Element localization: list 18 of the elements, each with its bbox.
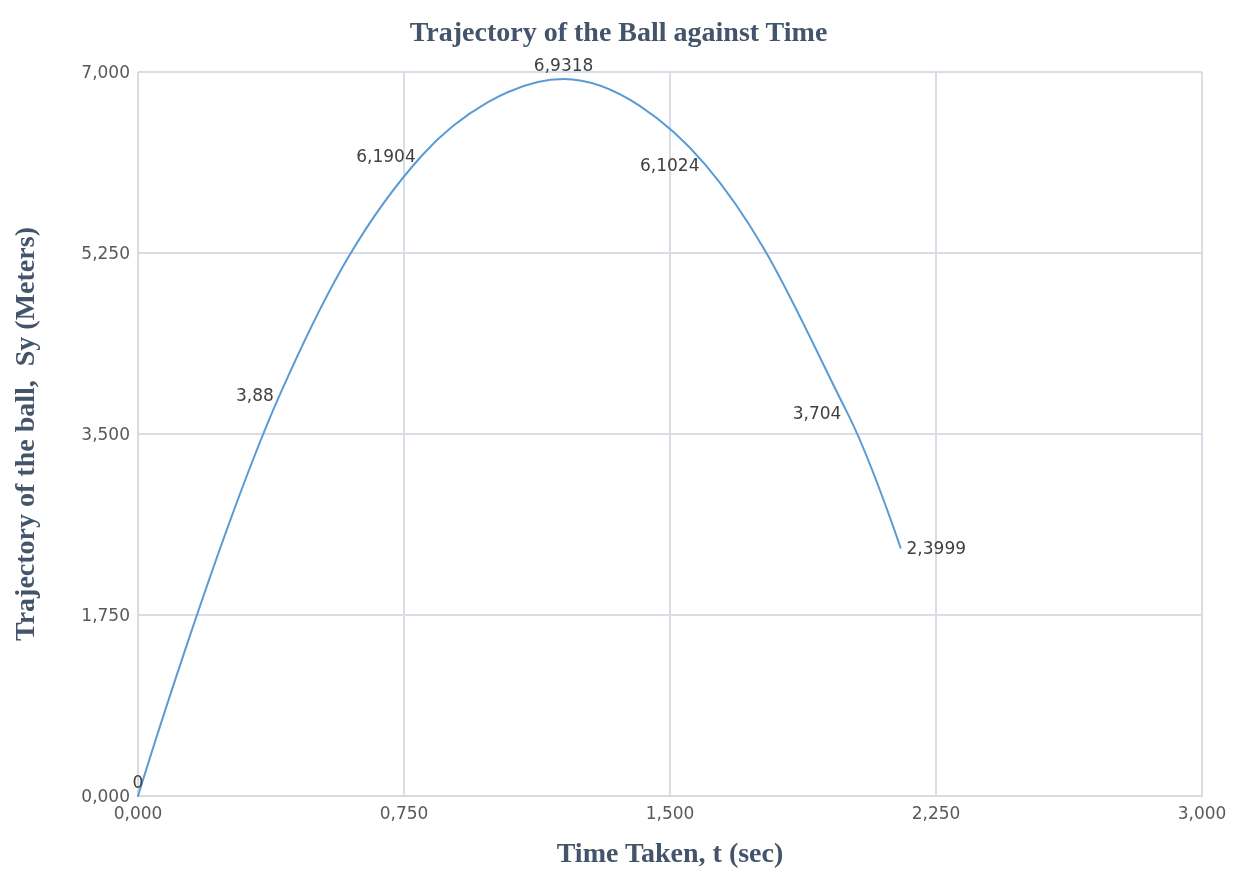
y-axis-title: Trajectory of the ball, Sy (Meters) (8, 227, 40, 641)
data-label: 6,1904 (356, 145, 416, 166)
y-tick-label: 3,500 (81, 424, 130, 444)
x-tick-label: 1,500 (645, 802, 695, 823)
data-label: 6,1024 (639, 154, 700, 175)
data-label: 0 (132, 771, 144, 792)
x-tick-label: 3,000 (1177, 802, 1227, 823)
y-tick-label: 1,750 (81, 605, 130, 625)
x-tick-label: 0,750 (379, 802, 429, 823)
data-label: 2,3999 (906, 537, 967, 558)
x-axis-title: Time Taken, t (sec) (556, 836, 784, 868)
data-label: 3,88 (236, 384, 274, 405)
y-tick-label: 5,250 (81, 243, 130, 263)
x-tick-label: 2,250 (911, 802, 961, 823)
y-tick-label: 7,000 (81, 62, 130, 82)
chart-title: Trajectory of the Ball against Time (409, 15, 828, 47)
data-label: 6,9318 (533, 54, 594, 75)
data-label: 3,704 (792, 402, 842, 423)
